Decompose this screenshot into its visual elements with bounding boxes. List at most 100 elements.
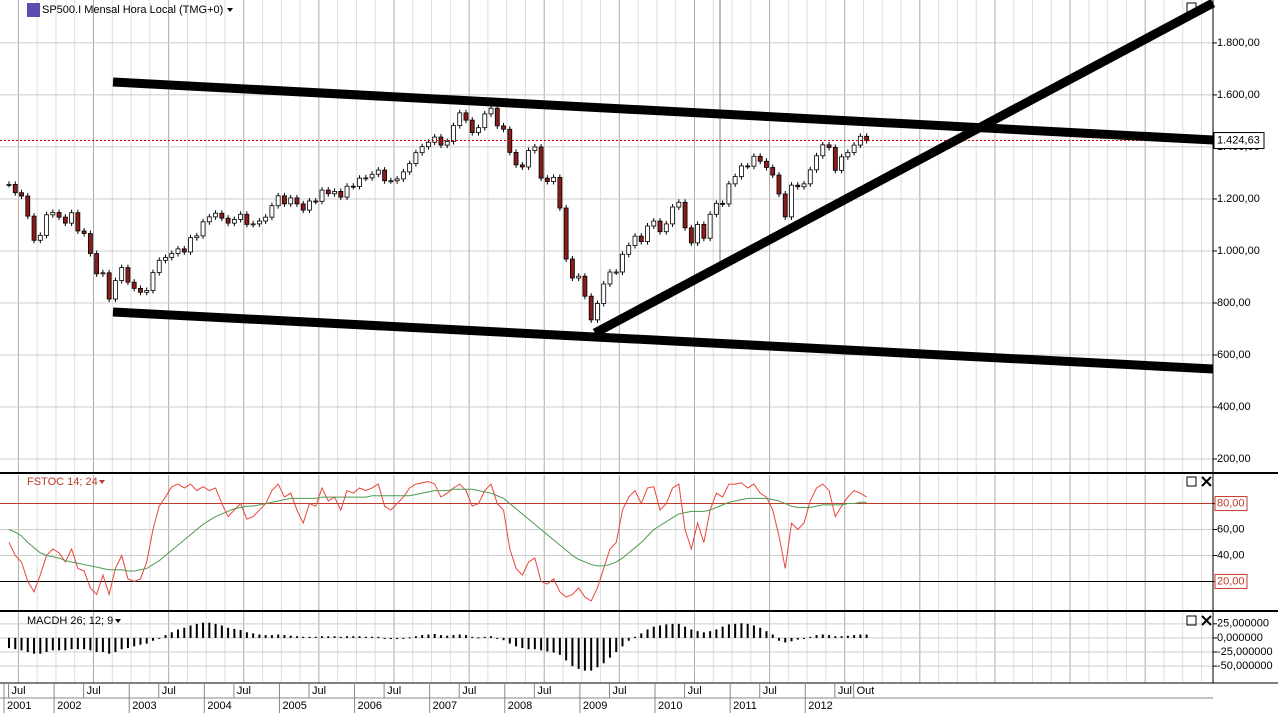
histogram-bar [734, 623, 737, 638]
histogram-bar [20, 637, 23, 651]
candle [557, 176, 563, 209]
candle [325, 189, 331, 195]
trend-line[interactable] [592, 0, 1216, 337]
y-tick-label: 20,00 [1217, 575, 1245, 587]
histogram-bar [458, 634, 461, 638]
candle [657, 220, 663, 233]
histogram-bar [565, 637, 568, 661]
year-label: 2005 [282, 700, 306, 712]
candle [56, 212, 62, 218]
y-tick-label: 1.800,00 [1217, 37, 1260, 49]
candle [701, 224, 707, 239]
candle [181, 248, 187, 253]
candle [87, 233, 93, 254]
histogram-bar [202, 622, 205, 638]
candle [75, 212, 81, 232]
close-button[interactable] [1201, 476, 1212, 487]
candle [613, 271, 619, 274]
histogram-bar [615, 637, 618, 653]
histogram-bar [58, 637, 61, 651]
year-label: 2008 [508, 700, 532, 712]
candle [369, 173, 375, 179]
candle [638, 235, 644, 242]
dropdown-arrow[interactable] [115, 619, 121, 623]
candle [407, 163, 413, 173]
candle [494, 107, 500, 127]
level-box [1214, 573, 1248, 589]
histogram-bar [183, 627, 186, 638]
candle [163, 257, 168, 261]
histogram-bar [396, 637, 399, 640]
candle [595, 303, 600, 321]
trend-line[interactable] [112, 77, 1214, 145]
histogram-bar [608, 637, 611, 658]
histogram-bar [690, 629, 693, 638]
histogram-bar [339, 636, 342, 638]
histogram-bar [702, 632, 705, 638]
histogram-bar [452, 635, 455, 638]
histogram-bar [89, 637, 92, 651]
close-button[interactable] [1201, 615, 1212, 626]
histogram-bar [471, 636, 474, 638]
candle [745, 165, 751, 168]
year-label: 2004 [207, 700, 231, 712]
x-tick-label: Jul [612, 685, 626, 697]
candle [263, 216, 269, 222]
x-tick-label: Out [857, 685, 875, 697]
histogram-bar [139, 637, 142, 645]
histogram-bar [83, 637, 86, 650]
y-tick-label: 600,00 [1217, 349, 1251, 361]
year-label: 2012 [808, 700, 832, 712]
candle [676, 201, 682, 208]
y-tick-label: 40,00 [1217, 549, 1245, 561]
histogram-bar [590, 637, 593, 671]
maximize-button[interactable] [1186, 476, 1197, 487]
level-box [1214, 496, 1248, 512]
year-label: 2006 [358, 700, 382, 712]
dropdown-arrow[interactable] [227, 8, 233, 12]
dropdown-arrow[interactable] [99, 480, 105, 484]
histogram-bar [477, 637, 480, 639]
price-title[interactable]: SP500.I Mensal Hora Local (TMG+0) [42, 4, 223, 16]
stoch-title[interactable]: FSTOC 14; 24 [27, 476, 98, 488]
histogram-bar [546, 637, 549, 652]
histogram-bar [233, 628, 236, 638]
candle [219, 212, 225, 219]
candle [782, 193, 788, 218]
trend-line[interactable] [112, 307, 1214, 374]
candle [382, 169, 388, 182]
y-tick-label: 80,00 [1217, 497, 1245, 509]
maximize-button[interactable] [1186, 2, 1197, 13]
candle [6, 183, 12, 186]
candle [413, 152, 419, 164]
histogram-bar [239, 630, 242, 638]
maximize-button[interactable] [1186, 615, 1197, 626]
histogram-bar [108, 637, 111, 654]
candle [282, 195, 287, 205]
candle [776, 174, 782, 195]
candle [814, 155, 819, 171]
histogram-bar [696, 631, 699, 638]
candle [570, 258, 575, 279]
histogram-bar [214, 623, 217, 638]
y-tick-label: -50,000000 [1217, 660, 1273, 672]
histogram-bar [333, 636, 336, 638]
candle [720, 202, 726, 205]
histogram-bar [502, 637, 505, 641]
histogram-bar [828, 635, 831, 638]
histogram-bar [721, 626, 724, 638]
histogram-bar [865, 634, 868, 638]
candle [820, 144, 826, 157]
histogram-bar [771, 634, 774, 638]
y-tick-label: 1.200,00 [1217, 193, 1260, 205]
histogram-bar [170, 632, 173, 638]
candle [375, 169, 381, 175]
histogram-bar [377, 636, 380, 638]
macd-title[interactable]: MACDH 26; 12; 9 [27, 615, 113, 627]
histogram-bar [26, 637, 29, 653]
histogram-bar [314, 636, 317, 638]
candle [175, 248, 181, 254]
candle [845, 151, 851, 158]
histogram-bar [177, 629, 180, 638]
